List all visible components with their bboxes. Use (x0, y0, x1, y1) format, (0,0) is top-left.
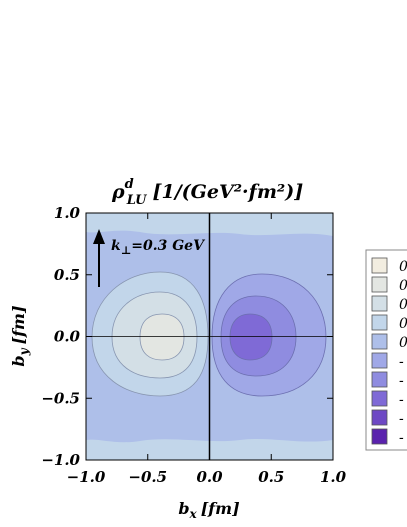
legend-swatch (371, 371, 388, 388)
x-axis-label: bx [fm] (178, 499, 239, 521)
legend-label: 0 (399, 297, 407, 313)
title-units: [1/(GeV²·fm²)] (153, 181, 304, 203)
legend-swatch (371, 333, 388, 350)
contour-right-inner (229, 313, 273, 361)
legend-label: 0 (399, 278, 407, 294)
annotation-arrowhead (93, 229, 105, 244)
x-tick-label: 0.0 (196, 468, 223, 486)
y-axis-label: by[fm] (9, 305, 31, 366)
annotation-text: k⊥=0.3 GeV (111, 238, 206, 257)
axis-ticks: −1.0 −0.5 0.0 0.5 1.0 1.0 0.5 0.0 −0.5 −1.0 (41, 204, 346, 486)
legend-label: - (399, 430, 404, 446)
legend-label: - (399, 392, 404, 408)
y-tick-label: 0.5 (54, 266, 80, 284)
legend-swatch (371, 409, 388, 426)
legend-swatch (371, 390, 388, 407)
legend-swatch (371, 314, 388, 331)
legend-label: 0 (399, 259, 407, 275)
legend-swatch (371, 257, 388, 274)
y-tick-label: −1.0 (41, 451, 80, 469)
legend-swatch (371, 428, 388, 445)
contour-left-inner (139, 313, 185, 361)
x-tick-label: 1.0 (320, 468, 347, 486)
x-tick-label: −0.5 (128, 468, 167, 486)
title-sup: d (125, 177, 134, 192)
legend-swatch (371, 276, 388, 293)
legend-label: - (399, 411, 404, 427)
x-tick-label: −1.0 (67, 468, 106, 486)
chart-title: ρd LU [1/(GeV²·fm²)] (111, 177, 303, 208)
legend-label: 0 (399, 316, 407, 332)
y-tick-label: 0.0 (54, 328, 81, 346)
x-tick-label: 0.5 (258, 468, 284, 486)
legend-swatch (371, 295, 388, 312)
legend-label: - (399, 373, 404, 389)
title-sub: LU (126, 193, 147, 208)
legend: 0 0 0 0 0 - - - - - (365, 249, 407, 451)
y-tick-label: 1.0 (54, 204, 81, 222)
legend-swatch (371, 352, 388, 369)
legend-label: - (399, 354, 404, 370)
title-rho: ρ (111, 181, 125, 203)
legend-label: 0 (399, 335, 407, 351)
y-tick-label: −0.5 (41, 389, 80, 407)
